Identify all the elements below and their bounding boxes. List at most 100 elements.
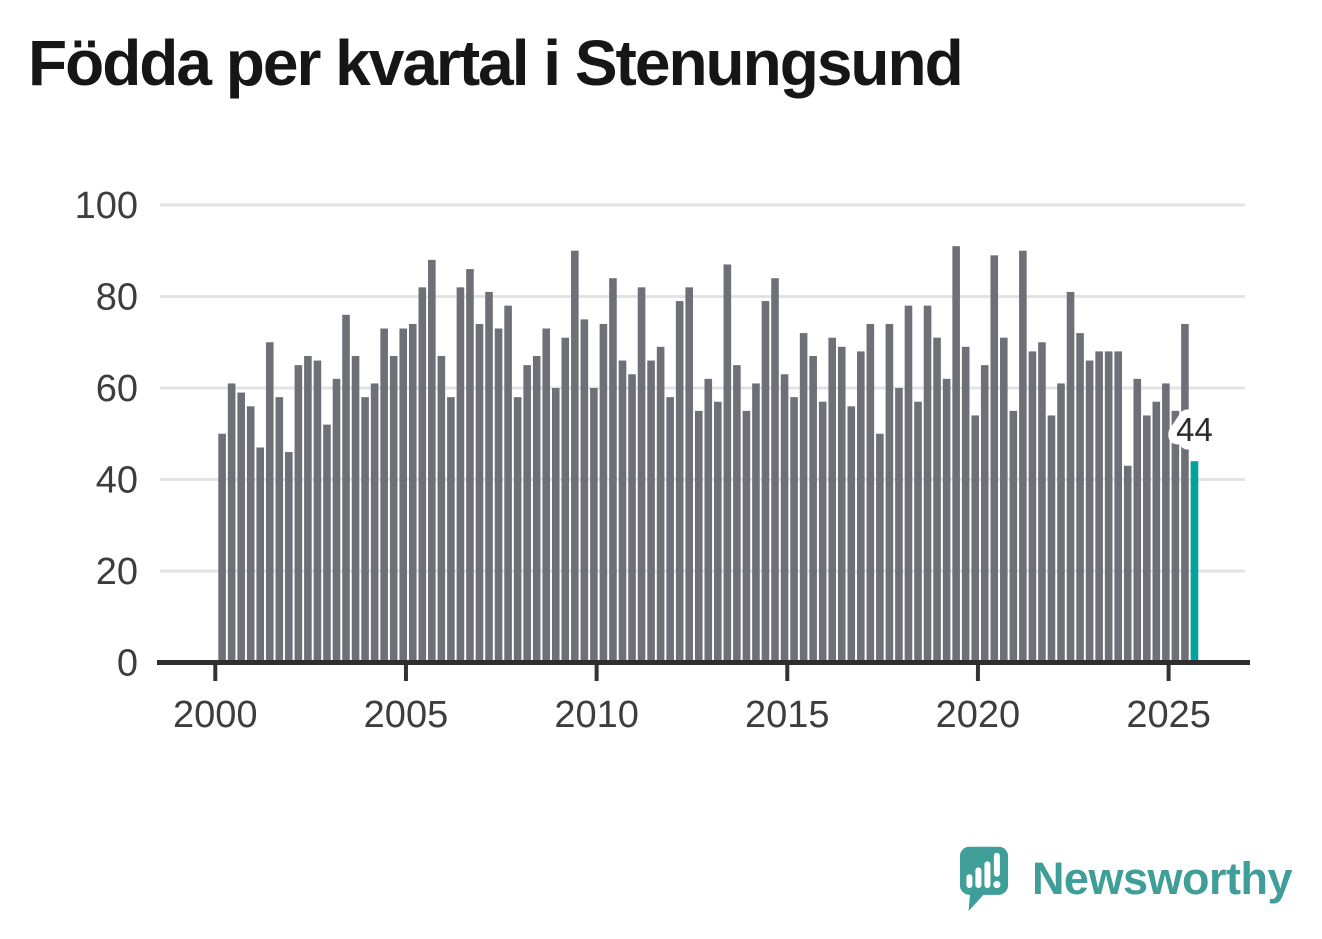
bar — [714, 401, 722, 663]
page-title: Födda per kvartal i Stenungsund — [28, 27, 964, 99]
bar — [723, 264, 732, 663]
bar — [256, 447, 265, 663]
bar — [837, 346, 846, 663]
bar — [980, 365, 989, 663]
bar — [637, 287, 646, 663]
bar — [647, 360, 655, 663]
highlight-value-label: 44 — [1176, 411, 1213, 448]
bar — [323, 424, 331, 663]
bar — [1019, 250, 1027, 663]
bar-chart: 0 20 40 60 80 100 2000 2005 2010 2015 2020 2025 44 — [75, 185, 1250, 736]
bar — [828, 337, 837, 663]
bar — [780, 374, 789, 663]
bar — [580, 319, 589, 663]
bar — [895, 388, 903, 663]
bar — [799, 333, 808, 663]
bar — [961, 346, 970, 663]
bar — [1076, 333, 1084, 663]
bar — [332, 378, 341, 663]
newsworthy-logo-icon — [959, 846, 1008, 912]
bar — [361, 397, 369, 663]
bar — [1047, 415, 1056, 663]
bar — [532, 355, 541, 663]
bar — [294, 365, 303, 663]
bar — [656, 346, 665, 663]
bar — [504, 305, 512, 663]
bar — [456, 287, 465, 663]
y-axis-tick-label: 20 — [96, 551, 138, 593]
bar — [971, 415, 980, 663]
bar — [237, 392, 245, 663]
bar — [218, 433, 226, 663]
x-axis-tick-label: 2015 — [745, 694, 830, 736]
x-axis-tick-label: 2005 — [364, 694, 449, 736]
y-axis-tick-label: 0 — [117, 643, 138, 685]
bar — [380, 328, 388, 663]
bar — [685, 287, 694, 663]
bar — [847, 406, 856, 663]
bar — [952, 246, 960, 663]
bar — [809, 355, 817, 663]
bar — [1171, 410, 1180, 663]
bar — [494, 328, 503, 663]
bar — [571, 250, 579, 663]
bar — [551, 388, 560, 663]
bar — [351, 355, 360, 663]
bar — [542, 328, 551, 663]
bar — [399, 328, 408, 663]
bar — [923, 305, 932, 663]
bar-highlighted — [1190, 461, 1199, 663]
bar — [704, 378, 713, 663]
x-axis-tick-label: 2020 — [936, 694, 1021, 736]
bar — [609, 278, 617, 663]
bar — [1095, 351, 1103, 663]
bar — [752, 383, 760, 663]
bar — [742, 410, 751, 663]
bar — [1066, 291, 1075, 663]
bar — [227, 383, 236, 663]
bar — [914, 401, 922, 663]
bar — [866, 323, 875, 663]
bar — [389, 355, 398, 663]
bar — [990, 255, 999, 663]
bar — [1009, 410, 1018, 663]
bar — [370, 383, 379, 663]
bar — [1181, 323, 1189, 663]
bar — [418, 287, 427, 663]
bar — [1143, 415, 1151, 663]
bar — [246, 406, 255, 663]
bar — [666, 397, 674, 663]
bar — [675, 301, 684, 663]
bar — [313, 360, 322, 663]
bar — [437, 355, 446, 663]
bar — [857, 351, 865, 663]
x-axis-tick-label: 2000 — [173, 694, 258, 736]
bar — [428, 259, 436, 663]
bar — [904, 305, 913, 663]
bar — [304, 355, 312, 663]
bar — [1123, 465, 1132, 663]
bar — [942, 378, 951, 663]
bar — [590, 388, 598, 663]
bar — [818, 401, 827, 663]
bar — [447, 397, 455, 663]
bar — [1114, 351, 1122, 663]
bar — [475, 323, 484, 663]
bar — [408, 323, 417, 663]
bar — [876, 433, 884, 663]
bar — [1162, 383, 1170, 663]
y-axis-tick-label: 100 — [75, 185, 138, 227]
bar — [694, 410, 703, 663]
bar — [285, 452, 293, 663]
bar — [1085, 360, 1094, 663]
bar — [618, 360, 627, 663]
bar — [275, 397, 284, 663]
newsworthy-branding: Newsworthy — [958, 845, 1293, 912]
bar — [933, 337, 941, 663]
y-axis-tick-label: 60 — [96, 368, 138, 410]
y-axis-tick-label: 40 — [96, 460, 138, 502]
y-axis-tick-label: 80 — [96, 277, 138, 319]
x-axis-tick-label: 2010 — [554, 694, 639, 736]
bar — [790, 397, 798, 663]
